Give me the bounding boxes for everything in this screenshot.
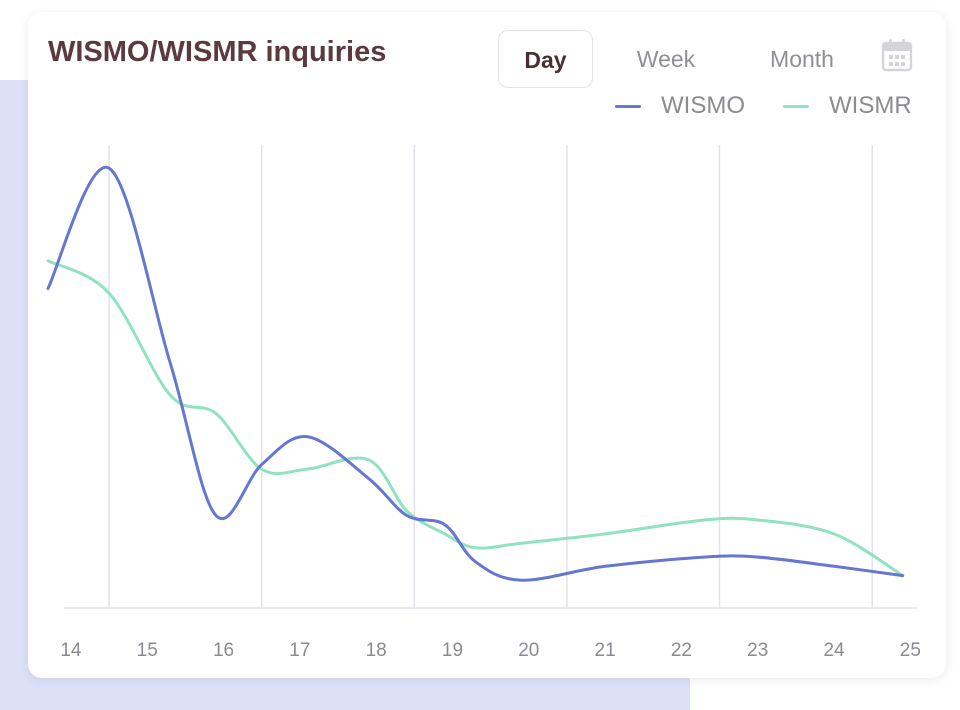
x-tick-label: 16 — [213, 640, 234, 661]
range-tab-week[interactable]: Week — [636, 46, 696, 72]
x-tick-label: 21 — [595, 640, 616, 661]
chart-title: WISMO/WISMR inquiries — [48, 36, 387, 68]
chart-card — [28, 12, 946, 678]
legend-label-wismo: WISMO — [661, 92, 745, 119]
x-tick-label: 20 — [518, 640, 539, 661]
series-line-wismr — [46, 259, 905, 578]
x-tick-label: 25 — [900, 640, 921, 661]
x-tick-label: 17 — [289, 640, 310, 661]
x-tick-label: 22 — [671, 640, 692, 661]
range-tab-month[interactable]: Month — [770, 46, 834, 72]
legend-item-wismo[interactable]: WISMO — [615, 90, 745, 122]
calendar-icon[interactable] — [881, 38, 913, 72]
series-line-wismo — [46, 165, 905, 582]
legend-label-wismr: WISMR — [829, 92, 912, 119]
x-tick-label: 23 — [747, 640, 768, 661]
legend-swatch-wismr — [783, 104, 809, 108]
x-tick-label: 18 — [366, 640, 387, 661]
range-tab-day[interactable]: Day — [498, 30, 593, 88]
x-tick-label: 14 — [60, 640, 82, 661]
x-tick-label: 24 — [823, 640, 845, 661]
x-tick-label: 19 — [442, 640, 463, 661]
legend-swatch-wismo — [615, 104, 641, 108]
x-tick-label: 15 — [137, 640, 158, 661]
legend-item-wismr[interactable]: WISMR — [783, 90, 912, 122]
